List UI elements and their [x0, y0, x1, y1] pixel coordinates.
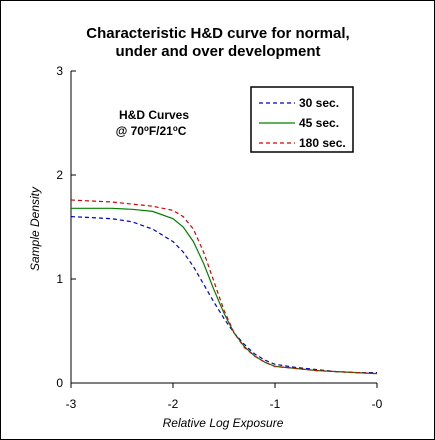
y-tick-label: 2 [56, 168, 63, 182]
y-tick-label: 3 [56, 64, 63, 78]
y-axis-label: Sample Density [28, 186, 42, 271]
series-line-180-sec [70, 199, 378, 375]
legend-box [250, 86, 354, 153]
series-line-30-sec [70, 216, 377, 374]
plot-area: -3 -2 -1 -0 0 1 2 3 [56, 64, 382, 411]
chart-title-line-1: Characteristic H&D curve for normal, [86, 25, 349, 42]
legend-label-30-sec: 30 sec. [299, 96, 339, 110]
x-tick-label: -1 [270, 397, 281, 411]
x-axis-label: Relative Log Exposure [163, 416, 284, 430]
legend: 30 sec. 45 sec. 180 sec. [250, 86, 354, 153]
legend-label-45-sec: 45 sec. [299, 116, 339, 130]
annotation-line-1: H&D Curves [119, 108, 189, 122]
annotation-prefix: @ 70 [116, 124, 145, 138]
y-tick-label: 1 [56, 272, 63, 286]
annotation-degree-2: o [173, 124, 178, 133]
x-tick-label: -2 [168, 397, 179, 411]
chart-title-line-2: under and over development [115, 43, 320, 60]
annotation-mid: F/21 [149, 124, 173, 138]
x-tick-label: -3 [66, 397, 77, 411]
annotation-line-2: @ 70oF/21oC [116, 124, 187, 139]
series-line-45-sec [71, 207, 378, 375]
legend-label-180-sec: 180 sec. [299, 136, 346, 150]
annotation-suffix: C [178, 124, 187, 138]
x-tick-label: -0 [372, 397, 383, 411]
y-tick-label: 0 [56, 376, 63, 390]
annotation-degree-1: o [144, 124, 149, 133]
